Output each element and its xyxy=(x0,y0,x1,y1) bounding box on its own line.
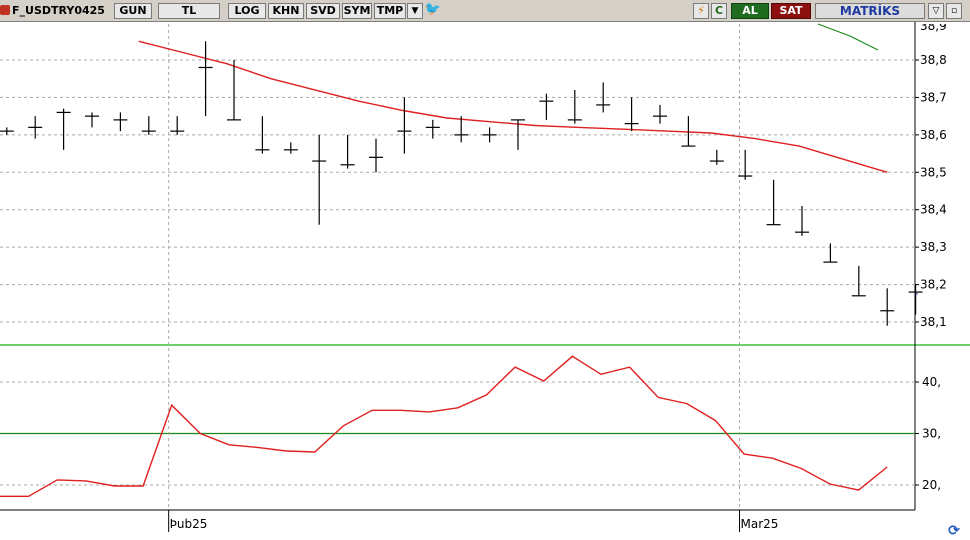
price-bar xyxy=(795,205,809,236)
minimize-icon[interactable]: ▫ xyxy=(946,3,962,19)
period-button[interactable]: GUN xyxy=(114,3,152,19)
price-bar xyxy=(567,89,582,124)
price-bar xyxy=(397,97,412,154)
refresh-button[interactable]: C xyxy=(711,3,727,19)
price-bar xyxy=(482,127,497,143)
price-bar xyxy=(340,134,355,169)
price-bar xyxy=(312,134,327,225)
price-bar xyxy=(511,119,525,150)
brand-logo[interactable]: MATRİKS xyxy=(815,3,925,19)
price-tick-label: 38,3 xyxy=(920,240,947,254)
sym-button[interactable]: SYM xyxy=(342,3,372,19)
price-bar xyxy=(85,112,99,128)
osc-tick-label: 30, xyxy=(922,427,941,441)
price-bar xyxy=(880,288,895,326)
price-bar xyxy=(255,116,270,154)
symbol-text: F_USDTRY0425 xyxy=(12,4,105,17)
price-tick-label: 38,1 xyxy=(920,315,947,329)
price-bar xyxy=(369,138,383,173)
price-bar xyxy=(653,104,667,124)
price-bar xyxy=(681,116,696,147)
buy-button[interactable]: AL xyxy=(731,3,769,19)
price-bar xyxy=(766,179,781,226)
price-tick-label-top: 38,9 xyxy=(920,19,947,33)
price-bar xyxy=(539,93,554,120)
symbol-icon xyxy=(0,5,10,15)
price-bar xyxy=(141,116,156,135)
price-bar xyxy=(823,243,838,263)
price-bar xyxy=(738,149,753,180)
price-bar xyxy=(28,116,43,139)
price-bar xyxy=(596,82,611,113)
moving-average-line xyxy=(138,40,888,173)
tmp-button[interactable]: TMP xyxy=(374,3,406,19)
lightning-icon[interactable]: ⚡ xyxy=(693,3,709,19)
osc-tick-label: 40, xyxy=(922,375,941,389)
price-bar xyxy=(170,116,185,135)
price-bar xyxy=(198,41,213,117)
sync-icon[interactable]: ⟳ xyxy=(948,522,960,538)
chevron-down-icon[interactable]: ▼ xyxy=(407,3,423,19)
price-bar xyxy=(851,265,866,297)
price-tick-label: 38,7 xyxy=(920,90,947,104)
svd-button[interactable]: SVD xyxy=(306,3,340,19)
restore-icon[interactable]: ▽ xyxy=(928,3,944,19)
price-tick-label: 38,6 xyxy=(920,128,947,142)
price-bar xyxy=(113,112,128,132)
oscillator-line xyxy=(0,355,888,497)
sell-button[interactable]: SAT xyxy=(771,3,811,19)
bird-icon[interactable]: 🐦 xyxy=(424,3,442,19)
price-bar xyxy=(283,142,298,154)
price-tick-label: 38,8 xyxy=(920,53,947,67)
osc-tick-label: 20, xyxy=(922,478,941,492)
slow-average-line xyxy=(817,23,879,51)
toolbar: F_USDTRY0425 GUN TL LOG KHN SVD SYM TMP … xyxy=(0,0,970,22)
price-bar xyxy=(227,60,241,121)
price-bar xyxy=(425,119,440,139)
price-tick-label: 38,2 xyxy=(920,278,947,292)
price-bar xyxy=(56,108,71,150)
price-bar xyxy=(709,149,724,165)
price-tick-label: 38,5 xyxy=(920,165,947,179)
price-bar xyxy=(454,116,469,143)
log-button[interactable]: LOG xyxy=(228,3,266,19)
khn-button[interactable]: KHN xyxy=(268,3,304,19)
currency-button[interactable]: TL xyxy=(158,3,220,19)
price-bar xyxy=(0,127,14,135)
price-bar xyxy=(908,284,923,315)
price-bar xyxy=(624,97,639,132)
date-label: Mar25 xyxy=(741,517,779,531)
date-label: Þub25 xyxy=(170,517,208,531)
symbol-label[interactable]: F_USDTRY0425 xyxy=(0,3,105,19)
price-tick-label: 38,4 xyxy=(920,203,947,217)
